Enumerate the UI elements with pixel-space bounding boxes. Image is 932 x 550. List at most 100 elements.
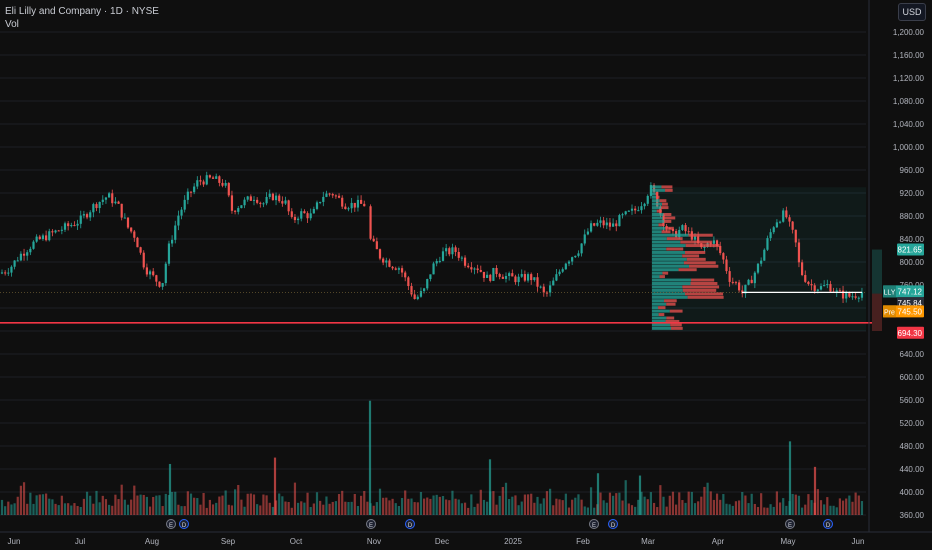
candle-body: [454, 247, 457, 252]
volume-bar: [687, 491, 690, 515]
volume-bar: [678, 492, 681, 515]
price-label-text: 745.50: [898, 307, 923, 316]
volume-bar: [111, 505, 114, 515]
candle-body: [423, 288, 426, 292]
volume-bar: [857, 495, 860, 515]
volume-bar: [731, 505, 734, 515]
volume-bar: [309, 507, 312, 515]
volume-bar: [123, 499, 126, 515]
volume-bar: [451, 490, 454, 515]
candle-body: [400, 268, 404, 273]
candle-body: [378, 249, 382, 259]
volume-bar: [829, 505, 832, 515]
volume-bar: [574, 497, 577, 515]
candle-body: [671, 228, 675, 232]
profile-bar-down: [661, 230, 671, 234]
profile-bar-up: [652, 299, 665, 303]
volume-bar: [7, 501, 10, 515]
earnings-icon[interactable]: [785, 519, 795, 529]
dividend-icon[interactable]: [608, 519, 618, 529]
volume-bar: [19, 485, 22, 515]
volume-bar: [227, 504, 230, 515]
volume-bar: [249, 493, 252, 515]
candle-body: [697, 236, 700, 244]
candle-body: [139, 247, 142, 253]
candle-body: [486, 274, 489, 278]
profile-bar-up: [652, 288, 683, 292]
candle-body: [249, 196, 252, 201]
candle-body: [445, 248, 448, 252]
candle-body: [722, 253, 725, 260]
volume-bar: [29, 492, 32, 515]
volume-bar: [407, 498, 410, 515]
earnings-icon[interactable]: [166, 519, 176, 529]
candle-body: [845, 292, 848, 299]
volume-bar: [684, 502, 687, 515]
price-tag-box: [883, 285, 896, 298]
volume-bar: [804, 504, 807, 515]
profile-bar-down: [656, 209, 662, 213]
volume-spike-bar: [488, 459, 492, 515]
candle-body: [492, 268, 495, 281]
price-tag-text: Pre: [884, 309, 895, 316]
volume-profile: [652, 185, 724, 330]
volume-bar: [769, 504, 772, 515]
volume-bar: [57, 505, 60, 515]
volume-bar: [725, 503, 728, 515]
candle-body: [92, 204, 95, 213]
volume-bar: [605, 502, 608, 515]
candle-body: [45, 235, 48, 241]
currency-button[interactable]: USD: [898, 3, 926, 21]
volume-bar: [205, 507, 208, 515]
event-marker-label: D: [408, 523, 413, 529]
earnings-icon[interactable]: [366, 519, 376, 529]
volume-bar: [76, 505, 79, 515]
candle-body: [766, 238, 769, 250]
profile-bar-up: [652, 244, 686, 248]
x-tick-label: Aug: [145, 537, 159, 546]
volume-bar: [539, 503, 542, 515]
candle-body: [435, 261, 438, 264]
volume-bar: [504, 482, 508, 515]
volume-bar: [508, 499, 511, 515]
volume-bar: [158, 495, 161, 515]
candle-body: [612, 223, 615, 227]
volume-bar: [697, 501, 700, 515]
volume-bar: [473, 506, 476, 515]
earnings-icon[interactable]: [589, 519, 599, 529]
candle-body: [495, 268, 498, 275]
volume-bar: [649, 492, 652, 515]
candle-body: [715, 240, 719, 246]
candle-body: [605, 222, 608, 226]
dividend-icon[interactable]: [405, 519, 415, 529]
candle-body: [775, 222, 778, 228]
candle-body: [89, 212, 92, 218]
volume-bar: [315, 492, 319, 515]
candle-body: [382, 258, 385, 263]
profile-bar-up: [652, 254, 683, 258]
symbol-title[interactable]: Eli Lilly and Company · 1D · NYSE: [5, 6, 159, 17]
volume-bar: [637, 499, 640, 515]
candle-body: [259, 202, 262, 204]
volume-bar: [448, 500, 451, 515]
profile-bar-up: [652, 250, 686, 254]
candle-body: [860, 292, 864, 298]
event-marker-label: D: [182, 523, 187, 529]
candle-body: [801, 262, 804, 276]
dividend-icon[interactable]: [823, 519, 833, 529]
profile-bar-up: [652, 192, 656, 196]
volume-bar: [492, 491, 495, 515]
volume-bar: [656, 507, 659, 515]
candle-body: [712, 240, 715, 244]
volume-bar: [353, 494, 356, 515]
candle-body: [325, 193, 328, 197]
candle-body: [167, 243, 171, 264]
profile-bar-down: [687, 295, 724, 299]
candle-body: [388, 260, 391, 267]
candle-body: [152, 271, 155, 276]
volume-bar: [782, 498, 785, 515]
candle-body: [186, 191, 189, 200]
dividend-icon[interactable]: [179, 519, 189, 529]
